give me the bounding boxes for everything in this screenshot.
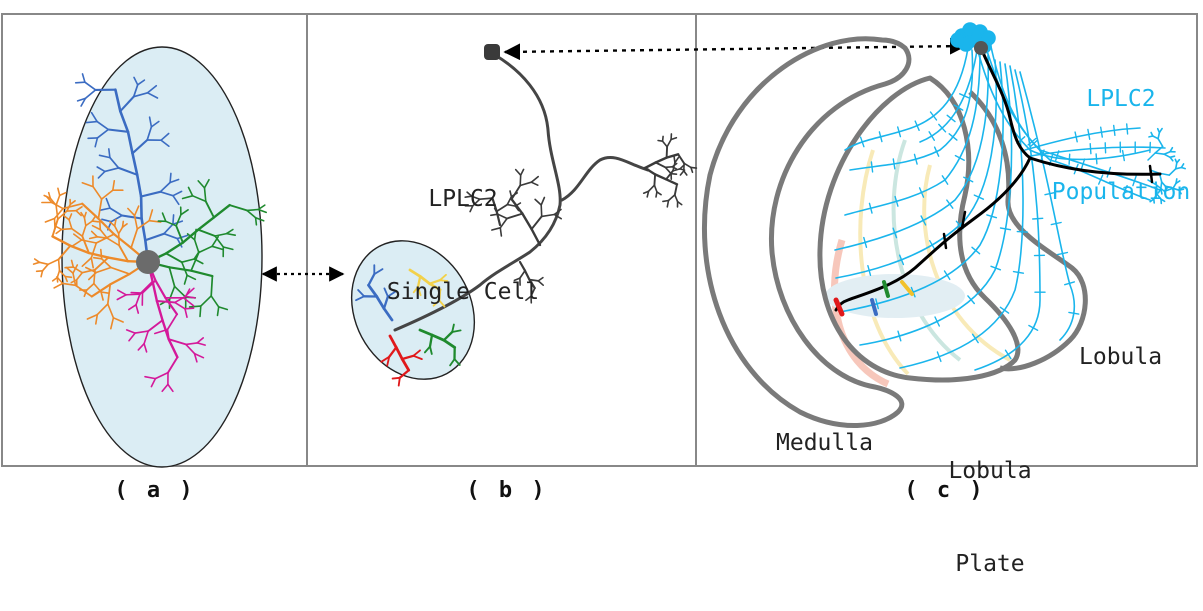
lobula-plate-label-line2: Plate — [948, 549, 1031, 580]
blue-dendrite — [85, 82, 96, 90]
lobula-arbor-cluster — [667, 140, 671, 147]
green-dendrite — [190, 306, 201, 307]
lobula-arbor-cluster — [663, 141, 668, 147]
lobula-arbor-cluster — [669, 195, 675, 201]
lobula-arbor-cluster — [675, 157, 679, 162]
medulla-label: Medulla — [776, 428, 873, 459]
orange-dendrite — [40, 262, 49, 264]
green-dendrite — [211, 276, 212, 296]
population-fiber — [850, 50, 973, 170]
population-label-line1: LPLC2 — [1052, 84, 1190, 115]
blue-dendrite — [170, 173, 171, 182]
population-tick — [1014, 272, 1024, 274]
single-cell-label-line1: LPLC2 — [387, 184, 539, 215]
population-tick — [871, 162, 872, 172]
magenta-dendrite — [185, 308, 194, 309]
lobula-arbor-cluster — [656, 158, 667, 163]
orange-dendrite — [56, 195, 60, 205]
lobula-arbor-cluster — [663, 136, 664, 141]
lobula-arbor-cluster — [665, 167, 672, 168]
lobula-arbor-cluster — [675, 184, 677, 195]
orange-dendrite — [54, 283, 63, 288]
orange-dendrite — [101, 250, 102, 259]
blue-dendrite — [87, 122, 98, 123]
lobula-arbor-cluster — [656, 163, 666, 168]
population-tick — [1001, 228, 1011, 230]
lobula-plate-arbor — [542, 215, 555, 217]
single-cell-label: LPLC2 Single Cell — [387, 122, 539, 339]
blue-dendrite — [76, 82, 85, 83]
blue-dendrite — [83, 74, 85, 82]
caption-b: ( b ) — [466, 478, 547, 503]
green-dendrite — [200, 306, 201, 316]
lobula-arbor-cluster — [654, 174, 655, 185]
lobula-arbor-cluster — [645, 168, 655, 174]
lobula-label: Lobula — [1079, 342, 1162, 373]
population-label-line2: Population — [1052, 177, 1190, 208]
magenta-dendrite — [126, 294, 140, 295]
population-tick — [1017, 232, 1027, 233]
orange-dendrite — [56, 226, 62, 229]
orange-dendrite — [94, 258, 102, 259]
orange-dendrite — [35, 259, 40, 262]
dashed-arrow-b-c — [505, 46, 965, 52]
population-soma — [951, 33, 965, 47]
soma-b — [484, 44, 500, 60]
blue-dendrite — [109, 149, 110, 158]
lobula-arbor-cluster — [667, 147, 668, 158]
lobula-arbor-cluster — [675, 195, 678, 202]
red-dendrite — [393, 378, 400, 379]
lobula-arbor-cluster — [649, 185, 655, 191]
lobula-plate-arbor — [541, 205, 542, 216]
single-cell-branch — [562, 157, 648, 200]
orange-dendrite — [48, 259, 59, 264]
orange-dendrite — [100, 222, 101, 230]
lobula-arbor-cluster — [663, 201, 669, 202]
orange-dendrite — [53, 278, 58, 281]
orange-dendrite — [56, 229, 61, 233]
population-label: LPLC2 Population — [1052, 22, 1190, 239]
lobula-plate-arbor — [541, 198, 544, 206]
orange-dendrite — [55, 219, 56, 229]
population-tick — [1033, 218, 1043, 219]
panel-a — [34, 47, 267, 467]
orange-dendrite — [55, 209, 64, 219]
orange-dendrite — [57, 271, 59, 278]
lobula-arbor-cluster — [654, 185, 657, 192]
lobula-arbor-cluster — [667, 154, 679, 157]
green-dendrite — [256, 218, 257, 225]
blue-dendrite — [85, 90, 95, 99]
lobula-arbor-cluster — [645, 163, 656, 169]
red-dendrite — [399, 378, 400, 386]
caption-c: ( c ) — [904, 478, 985, 503]
lobula-arbor-cluster — [656, 192, 657, 197]
orange-dendrite — [60, 193, 66, 196]
lobula-arbor-cluster — [655, 174, 666, 179]
orange-dendrite — [43, 264, 49, 271]
lobula-arbor-cluster — [666, 179, 677, 184]
population-tick — [929, 132, 934, 141]
lobula-arbor-cluster — [684, 163, 691, 167]
orange-dendrite — [45, 219, 54, 223]
lobula-arbor-cluster — [680, 171, 683, 175]
soma-a — [136, 250, 160, 274]
soma-c — [974, 41, 988, 55]
population-tick — [947, 200, 953, 208]
population-tick — [930, 241, 935, 250]
orange-dendrite — [92, 221, 98, 222]
caption-a: ( a ) — [114, 478, 195, 503]
orange-dendrite — [59, 259, 60, 270]
orange-dendrite — [37, 271, 43, 272]
blue-dendrite — [141, 197, 142, 219]
lobula-arbor-cluster — [678, 154, 684, 163]
green-dendrite — [247, 210, 258, 211]
population-tick — [931, 112, 937, 120]
single-cell-label-line2: Single Cell — [387, 277, 539, 308]
orange-dendrite — [62, 229, 72, 230]
orange-dendrite — [58, 188, 60, 195]
population-tick — [893, 159, 895, 169]
blue-dendrite — [173, 215, 174, 224]
population-tick — [1069, 312, 1079, 314]
